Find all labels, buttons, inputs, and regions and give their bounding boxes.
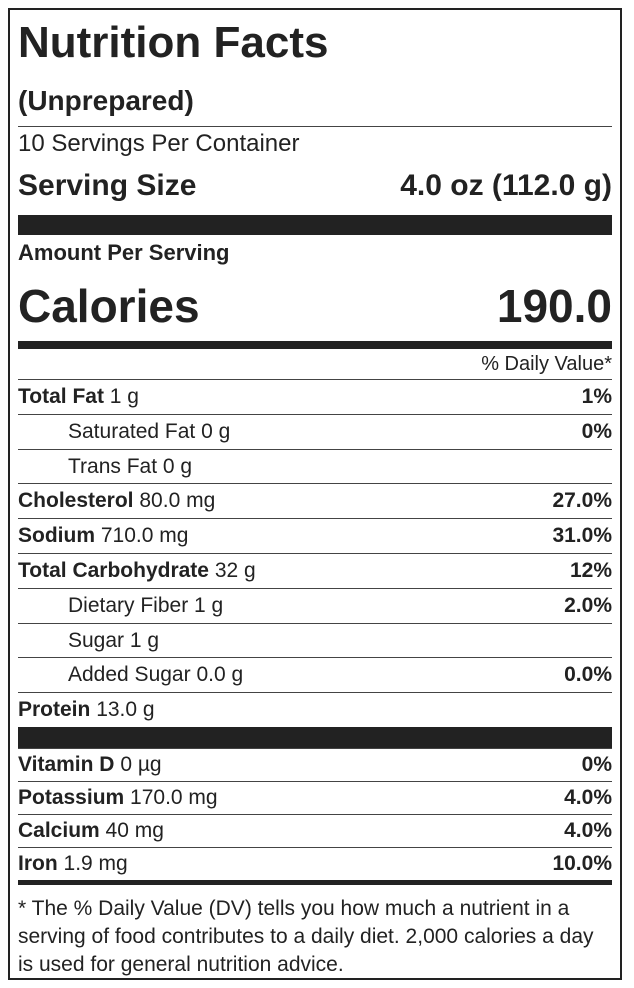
nutrient-row: Total Fat 1 g 1%: [18, 379, 612, 414]
nutrient-name: Iron: [18, 851, 58, 875]
calories: 190.0: [496, 280, 612, 332]
nutrient-name: Vitamin D: [18, 752, 115, 776]
nutrient-amount: 40 mg: [105, 818, 164, 842]
nutrient-list: Total Fat 1 g 1% Saturated Fat 0 g 0% Trans …: [18, 379, 612, 727]
daily-value: 0%: [581, 419, 612, 443]
daily-value-header: % Daily Value*: [481, 353, 612, 375]
nutrient-cell: Cholesterol 80.0 mg: [18, 484, 215, 518]
nutrient-cell: Iron 1.9 mg: [18, 848, 128, 880]
nutrient-row: Sodium 710.0 mg 31.0%: [18, 518, 612, 553]
nutrient-cell: Protein 13.0 g: [18, 693, 155, 727]
nutrient-cell: Vitamin D 0 µg: [18, 749, 162, 781]
daily-value: 2.0%: [564, 593, 612, 617]
serving-size-row: Serving Size 4.0 oz (112.0 g): [18, 161, 612, 211]
nutrient-amount: 0 g: [162, 454, 193, 478]
nutrient-row: Potassium 170.0 mg 4.0%: [18, 780, 612, 814]
daily-value: 0%: [581, 752, 612, 776]
subtitle: (Unprepared): [18, 76, 612, 127]
footnote: * The % Daily Value (DV) tells you how m…: [18, 879, 612, 979]
nutrient-amount: 710.0 mg: [100, 524, 189, 548]
vitamin-list: Vitamin D 0 µg 0% Potassium 170.0 mg 4.0% Ca…: [18, 747, 612, 880]
nutrient-name: Total Fat: [18, 385, 104, 408]
nutrient-name: Trans Fat: [68, 454, 158, 478]
nutrient-cell: Dietary Fiber 1 g: [68, 589, 223, 623]
nutrient-amount: 1 g: [129, 628, 160, 652]
nutrient-name: Cholesterol: [18, 489, 134, 513]
nutrient-cell: Calcium 40 mg: [18, 815, 164, 847]
nutrient-name: Added Sugar: [68, 663, 191, 687]
daily-value: 31.0%: [552, 524, 612, 548]
daily-value: 0.0%: [564, 663, 612, 687]
nutrient-name: Dietary Fiber: [68, 593, 189, 617]
nutrient-row: Iron 1.9 mg 10.0%: [18, 846, 612, 880]
nutrient-row: Protein 13.0 g: [18, 692, 612, 727]
nutrient-name: Calcium: [18, 818, 100, 842]
calories-row: Calories 190.0: [18, 271, 612, 341]
daily-value: 4.0%: [564, 785, 612, 809]
daily-value: 1%: [581, 385, 612, 408]
nutrient-row: Dietary Fiber 1 g 2.0%: [18, 587, 612, 623]
nutrient-name: Sodium: [18, 524, 95, 548]
thick-bar: [18, 215, 612, 235]
nutrient-row: Sugar 1 g: [18, 622, 612, 658]
nutrient-name: Potassium: [18, 785, 125, 809]
nutrient-cell: Sugar 1 g: [68, 624, 159, 658]
nutrient-amount: 0 g: [201, 419, 231, 443]
nutrient-amount: 13.0 g: [96, 698, 155, 722]
nutrient-row: Saturated Fat 0 g 0%: [18, 413, 612, 449]
nutrient-row: Cholesterol 80.0 mg 27.0%: [18, 483, 612, 518]
nutrient-amount: 0 µg: [120, 752, 162, 776]
daily-value: 10.0%: [552, 851, 612, 875]
nutrient-amount: 0.0 g: [196, 663, 244, 687]
nutrient-row: Added Sugar 0.0 g 0.0%: [18, 657, 612, 692]
servings: 10 Servings Per Container: [18, 130, 300, 157]
nutrient-amount: 32 g: [214, 558, 256, 582]
nutrient-cell: Saturated Fat 0 g: [68, 415, 230, 449]
title: Nutrition Facts: [18, 18, 329, 67]
nutrient-cell: Total Carbohydrate 32 g: [18, 554, 256, 588]
serving-size: 4.0 oz (112.0 g): [400, 169, 612, 202]
nutrient-cell: Potassium 170.0 mg: [18, 782, 218, 814]
amount-per-serving: Amount Per Serving: [18, 240, 230, 265]
nutrient-amount: 1.9 mg: [63, 851, 128, 875]
daily-value: 12%: [569, 558, 612, 582]
nutrition-label: Nutrition Facts (Unprepared) 10 Servings…: [8, 8, 622, 980]
thick-bar: [18, 726, 612, 748]
nutrient-row: Trans Fat 0 g: [18, 448, 612, 484]
nutrient-cell: Added Sugar 0.0 g: [68, 658, 243, 692]
calories-label: Calories: [18, 280, 200, 332]
nutrient-amount: 1 g: [109, 385, 139, 408]
nutrient-row: Vitamin D 0 µg 0%: [18, 747, 612, 781]
nutrient-name: Total Carbohydrate: [18, 558, 209, 582]
serving-size-label: Serving Size: [18, 169, 197, 202]
nutrient-name: Saturated Fat: [68, 419, 196, 443]
nutrient-name: Sugar: [68, 628, 125, 652]
daily-value: 4.0%: [564, 818, 612, 842]
nutrient-row: Total Carbohydrate 32 g 12%: [18, 552, 612, 588]
nutrient-cell: Total Fat 1 g: [18, 380, 139, 414]
medium-bar: [18, 341, 612, 349]
nutrient-cell: Sodium 710.0 mg: [18, 519, 188, 553]
nutrient-cell: Trans Fat 0 g: [68, 450, 192, 484]
nutrient-amount: 1 g: [194, 593, 224, 617]
nutrient-name: Protein: [18, 698, 91, 722]
nutrient-row: Calcium 40 mg 4.0%: [18, 813, 612, 847]
nutrient-amount: 80.0 mg: [139, 489, 216, 513]
daily-value: 27.0%: [552, 489, 612, 513]
nutrient-amount: 170.0 mg: [130, 785, 218, 809]
